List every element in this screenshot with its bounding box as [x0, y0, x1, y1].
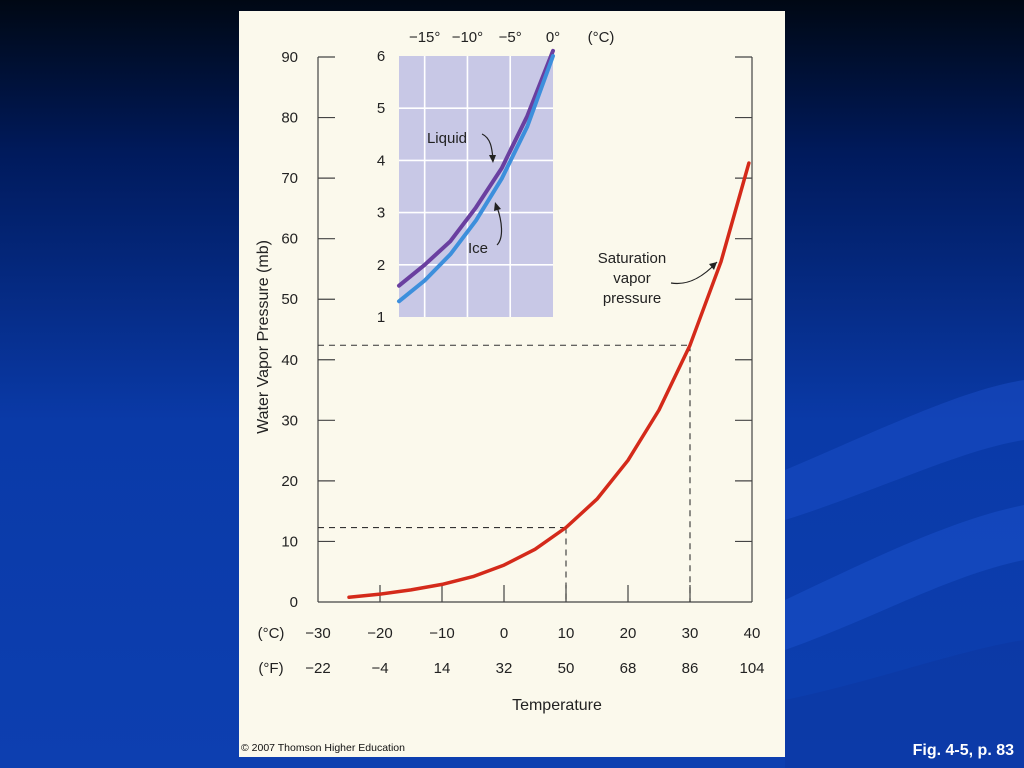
x-tick-label-celsius: 30: [682, 625, 699, 642]
inset-liquid-arrowhead: [489, 155, 496, 163]
saturation-annotation-line-1: Saturation: [598, 250, 666, 267]
copyright-notice: © 2007 Thomson Higher Education: [241, 742, 405, 754]
inset-liquid-label: Liquid: [427, 130, 467, 147]
y-tick-label: 30: [281, 412, 298, 429]
y-tick-label: 50: [281, 291, 298, 308]
figure-panel: 0 10 20 30 40 50 60 70 80 90 −30 −22 −20 −4 −10 14 0 32 10…: [239, 11, 785, 757]
x-tick-label-fahrenheit: −4: [371, 660, 388, 677]
inset-x-tick-label: −15°: [409, 29, 440, 46]
inset-y-tick-label: 1: [377, 309, 385, 326]
inset-ice-line: [397, 54, 555, 304]
x-tick-label-celsius: 20: [620, 625, 637, 642]
x-tick-label-fahrenheit: 32: [496, 660, 513, 677]
main-plot-labels: Water Vapor Pressure (mb) Temperature (°…: [255, 29, 718, 714]
x-tick-label-celsius: 0: [500, 625, 508, 642]
saturation-annotation-line-2: vapor: [613, 270, 651, 287]
x-tick-label-fahrenheit: 14: [434, 660, 451, 677]
x-tick-label-fahrenheit: 68: [620, 660, 637, 677]
saturation-vapor-pressure-line: [347, 161, 751, 599]
x-unit-celsius: (°C): [258, 625, 285, 642]
inset-plot: 1 2 3 4 5 6 −15° −10° −5° 0°: [377, 29, 560, 326]
x-axis-label: Temperature: [512, 697, 602, 714]
inset-x-unit: (°C): [588, 29, 615, 46]
x-tick-label-celsius: 40: [744, 625, 761, 642]
y-tick-label: 90: [281, 49, 298, 66]
saturation-annotation-line-3: pressure: [603, 290, 661, 307]
y-tick-label: 70: [281, 170, 298, 187]
x-tick-label-celsius: −20: [367, 625, 392, 642]
x-unit-fahrenheit: (°F): [258, 660, 283, 677]
y-tick-label: 0: [290, 594, 298, 611]
inset-y-tick-label: 3: [377, 205, 385, 222]
y-tick-label: 10: [281, 533, 298, 550]
figure-caption: Fig. 4-5, p. 83: [912, 742, 1014, 759]
inset-y-tick-label: 2: [377, 257, 385, 274]
y-tick-label: 40: [281, 352, 298, 369]
x-tick-label-fahrenheit: 50: [558, 660, 575, 677]
x-tick-label-celsius: −30: [305, 625, 330, 642]
y-tick-label: 20: [281, 473, 298, 490]
inset-x-tick-label: −5°: [499, 29, 522, 46]
x-tick-label-fahrenheit: 86: [682, 660, 699, 677]
x-tick-label-celsius: 10: [558, 625, 575, 642]
x-tick-label-celsius: −10: [429, 625, 454, 642]
inset-ice-arrow: [496, 206, 503, 246]
inset-y-tick-label: 5: [377, 100, 385, 117]
inset-ice-label: Ice: [468, 240, 488, 257]
inset-x-tick-label: 0°: [546, 29, 560, 46]
inset-ice-arrowhead: [494, 202, 501, 211]
inset-liquid-line: [397, 48, 555, 288]
main-plot-axes: 0102030405060708090−30−22−20−4−101403210…: [281, 49, 764, 677]
y-tick-label: 60: [281, 231, 298, 248]
y-tick-label: 80: [281, 110, 298, 127]
inset-x-tick-label: −10°: [452, 29, 483, 46]
vapor-pressure-chart: 0102030405060708090−30−22−20−4−101403210…: [255, 29, 765, 714]
x-tick-label-fahrenheit: −22: [305, 660, 330, 677]
y-axis-label: Water Vapor Pressure (mb): [255, 240, 272, 434]
inset-background: [399, 56, 553, 317]
saturation-annotation-arrowhead: [709, 262, 717, 270]
x-tick-label-fahrenheit: 104: [739, 660, 764, 677]
inset-y-tick-label: 4: [377, 152, 385, 169]
inset-y-tick-label: 6: [377, 48, 385, 65]
